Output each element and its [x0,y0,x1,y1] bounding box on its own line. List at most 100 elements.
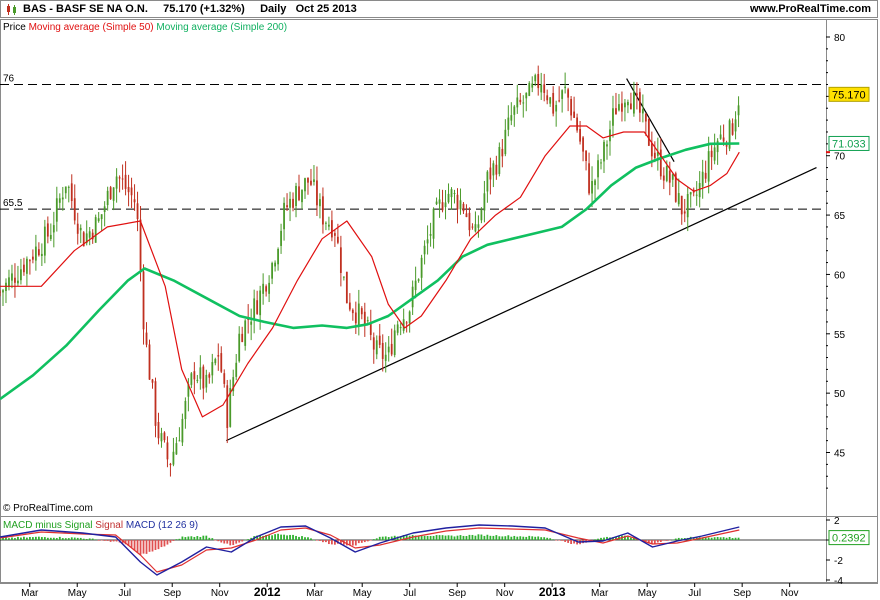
macd-hist-bar [564,540,567,542]
macd-hist-bar [265,534,268,540]
price-candle [459,200,462,210]
macd-hist-bar [555,540,558,541]
price-candle [97,218,100,222]
macd-hist-bar [40,537,43,540]
macd-hist-bar [396,536,399,540]
macd-hist-bar [603,537,605,540]
macd-hist-bar [665,540,668,541]
price-candle [543,84,546,93]
x-tick-label: May [353,588,372,599]
price-candle [561,90,564,99]
macd-hist-bar [390,536,393,540]
last-price-change: 75.170 (+1.32%) [163,3,245,15]
price-candle [633,92,635,114]
macd-hist-bar [405,534,408,540]
price-candle [540,84,543,93]
macd-hist-bar [713,537,716,540]
last-price-tag-label: 75.170 [832,89,866,101]
macd-hist-bar [468,534,471,540]
macd-hist-bar [142,540,145,554]
price-candle [552,92,555,114]
price-candle [680,195,683,215]
price-candle [549,97,552,104]
macd-hist-bar [474,535,477,540]
price-candle [366,320,369,322]
price-candle [55,198,58,222]
price-candle [444,202,447,207]
macd-hist-bar [549,538,552,540]
price-candle [235,362,238,377]
price-candle [737,105,740,116]
price-candle [342,276,345,278]
price-candle [486,171,489,192]
macd-hist-bar [97,540,100,541]
macd-hist-bar [453,536,456,540]
price-candle [731,123,734,135]
macd-hist-bar [322,540,324,543]
price-candle [5,282,7,291]
macd-hist-bar [100,540,103,541]
macd-hist-bar [145,540,148,554]
price-candle [109,187,112,199]
price-candle [471,226,474,228]
chart-header: BAS - BASF SE NA O.N. 75.170 (+1.32%) Da… [0,0,878,18]
price-candle [528,83,531,96]
price-candle [70,183,73,202]
macd-hist-bar [208,537,211,540]
macd-hist-bar [384,536,387,540]
price-candle [537,73,540,89]
macd-hist-bar [289,534,291,540]
site-link[interactable]: www.ProRealTime.com [749,3,871,15]
macd-hist-bar [579,540,581,545]
price-candle [644,113,647,122]
price-candle [612,108,614,126]
price-candle [501,148,504,157]
price-candle [594,180,596,186]
x-tick-label: Nov [781,588,799,599]
macd-hist-bar [656,540,659,543]
macd-hist-bar [372,539,375,540]
price-candle [567,89,570,98]
x-tick-label: Nov [211,588,229,599]
macd-hist-bar [630,537,632,540]
price-candle [513,106,516,115]
price-candle [695,194,698,196]
price-candle [516,97,519,108]
price-candle [689,192,692,195]
legend-price: Price [3,22,26,33]
macd-hist-bar [67,538,70,540]
price-candle [193,371,196,380]
macd-hist-bar [109,540,112,542]
macd-hist-bar [552,539,555,540]
macd-hist-bar [561,540,564,541]
price-candle [438,199,441,204]
price-candle [130,187,133,196]
macd-hist-bar [151,540,154,552]
macd-hist-bar [223,540,226,544]
macd-hist-bar [26,537,28,540]
macd-hist-bar [695,536,698,540]
price-candle [298,186,300,201]
macd-hist-bar [725,537,728,540]
ma200-value-tag-box [828,135,870,151]
macd-hist-bar [378,536,381,540]
macd-hist-bar [331,540,333,545]
price-candle [214,359,217,364]
price-candle [585,150,587,162]
price-candle [722,137,725,142]
price-candle [259,290,262,316]
price-y-tick-label: 80 [834,33,846,44]
macd-hist-bar [716,537,719,540]
price-candle [124,174,127,189]
price-candle [345,271,348,304]
macd-hist-bar [612,537,614,540]
price-candle [190,373,193,385]
macd-hist-bar [271,535,274,540]
price-candle [11,273,13,281]
price-candle [441,202,444,211]
macd-hist-bar [259,534,262,540]
price-candle [339,247,342,273]
macd-hist-bar [79,537,82,540]
price-candle [331,220,333,238]
